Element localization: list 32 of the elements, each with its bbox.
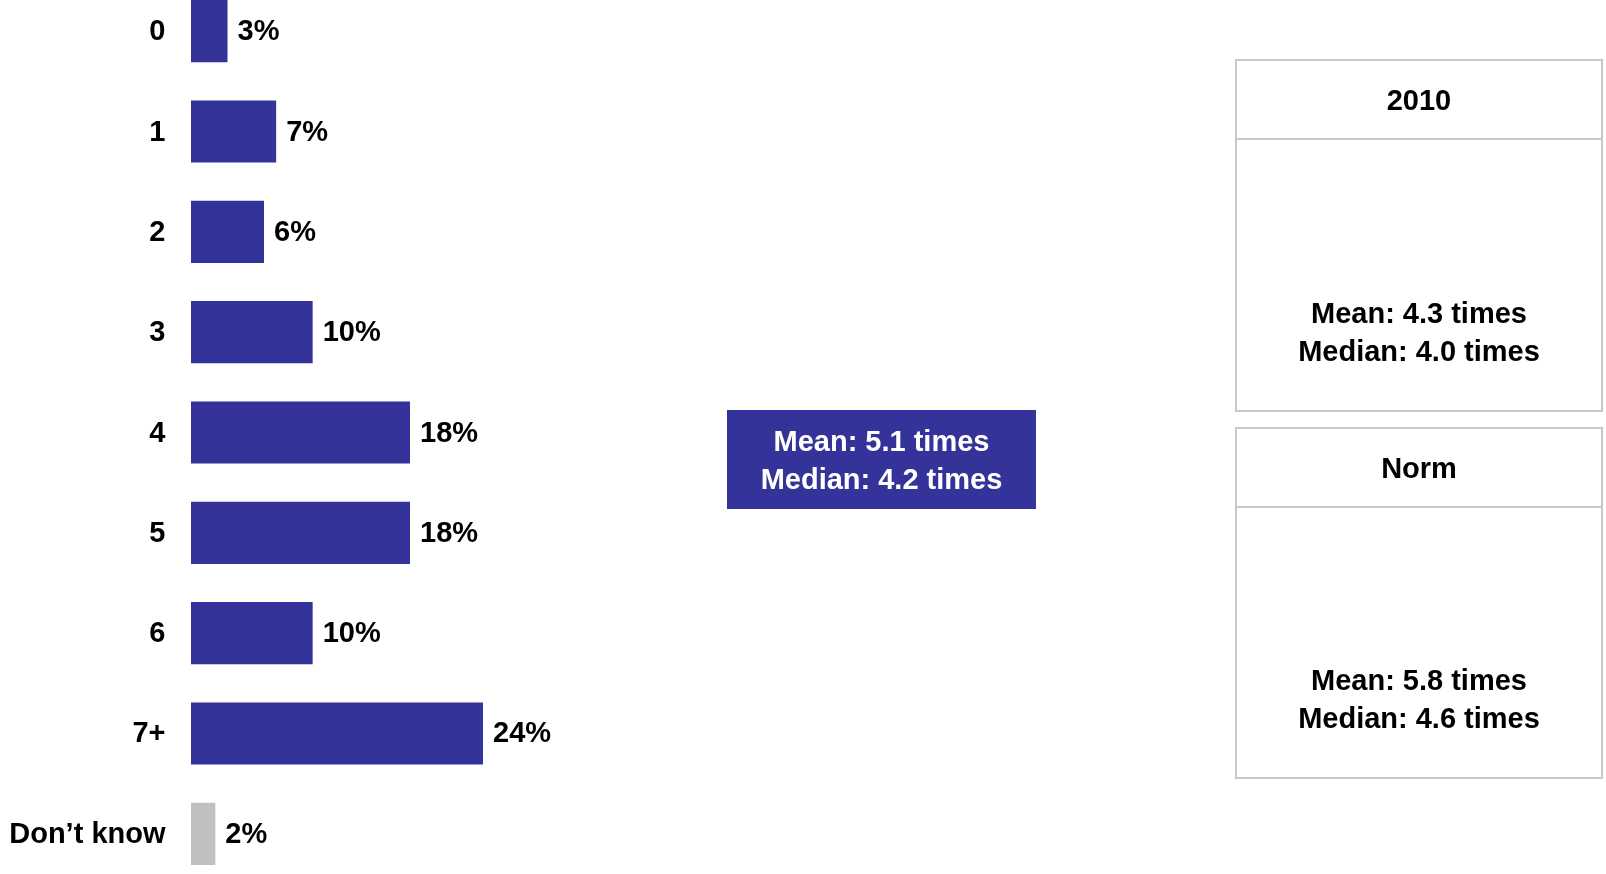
header-box: Norm bbox=[1235, 427, 1603, 508]
y-tick-label: 5 bbox=[149, 515, 166, 548]
data-label: 10% bbox=[322, 616, 381, 649]
bar bbox=[191, 100, 277, 163]
data-label: 24% bbox=[493, 716, 552, 749]
data-label: 10% bbox=[322, 315, 381, 348]
bar bbox=[191, 702, 483, 765]
y-tick-label: 6 bbox=[149, 616, 166, 649]
data-label: 18% bbox=[420, 415, 479, 448]
bar bbox=[191, 401, 410, 464]
bar bbox=[191, 501, 410, 564]
header-box: 2010 bbox=[1235, 59, 1603, 140]
text-box: Mean: 5.8 times Median: 4.6 times bbox=[1235, 506, 1603, 779]
text-box: Mean: 5.1 times Median: 4.2 times bbox=[727, 410, 1036, 509]
y-tick-label: 1 bbox=[149, 114, 166, 147]
data-label: 6% bbox=[274, 214, 317, 247]
y-tick-label: 0 bbox=[149, 14, 166, 47]
bar bbox=[191, 0, 228, 63]
y-tick-label: 7+ bbox=[132, 716, 166, 749]
data-label: 3% bbox=[237, 14, 280, 47]
bar bbox=[191, 602, 313, 665]
data-label: 7% bbox=[286, 114, 329, 147]
bar bbox=[191, 200, 264, 263]
bar bbox=[191, 802, 216, 865]
y-tick-label: Don’t know bbox=[9, 816, 166, 849]
y-tick-label: 3 bbox=[149, 315, 166, 348]
data-label: 18% bbox=[420, 515, 479, 548]
y-tick-label: 2 bbox=[149, 214, 166, 247]
y-tick-label: 4 bbox=[149, 415, 166, 448]
text-box: Mean: 4.3 times Median: 4.0 times bbox=[1235, 138, 1603, 412]
data-label: 2% bbox=[225, 816, 268, 849]
bar bbox=[191, 301, 313, 364]
